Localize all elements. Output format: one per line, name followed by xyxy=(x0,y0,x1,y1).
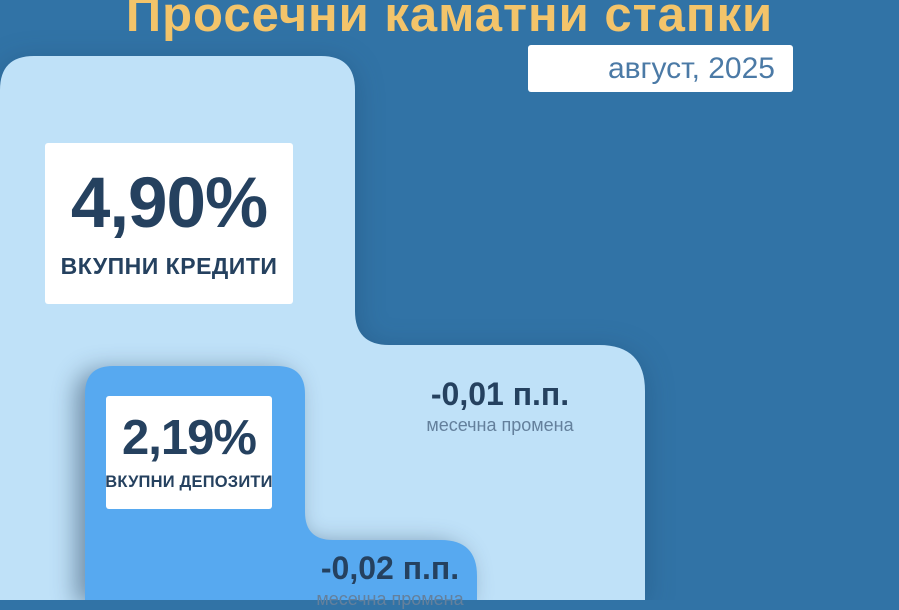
deposits-change-block: -0,02 п.п. месечна промена xyxy=(302,550,478,610)
loans-stat-box: 4,90% ВКУПНИ КРЕДИТИ xyxy=(45,143,293,304)
page-title: Просечни каматни стапки xyxy=(125,0,774,42)
period-text: август, 2025 xyxy=(607,51,775,85)
loans-rate-label: ВКУПНИ КРЕДИТИ xyxy=(60,252,278,279)
deposits-change-label: месечна промена xyxy=(316,588,464,609)
loans-rate-value: 4,90% xyxy=(70,163,268,243)
loans-change-block: -0,01 п.п. месечна промена xyxy=(355,376,645,436)
deposits-stat-box: 2,19% ВКУПНИ ДЕПОЗИТИ xyxy=(105,396,273,509)
deposits-rate-value: 2,19% xyxy=(122,410,257,465)
period-badge: август, 2025 xyxy=(528,45,793,92)
deposits-change-value: -0,02 п.п. xyxy=(320,550,460,586)
loans-change-value: -0,01 п.п. xyxy=(430,376,570,412)
loans-change-label: месечна промена xyxy=(426,414,574,435)
deposits-rate-label: ВКУПНИ ДЕПОЗИТИ xyxy=(105,472,273,491)
